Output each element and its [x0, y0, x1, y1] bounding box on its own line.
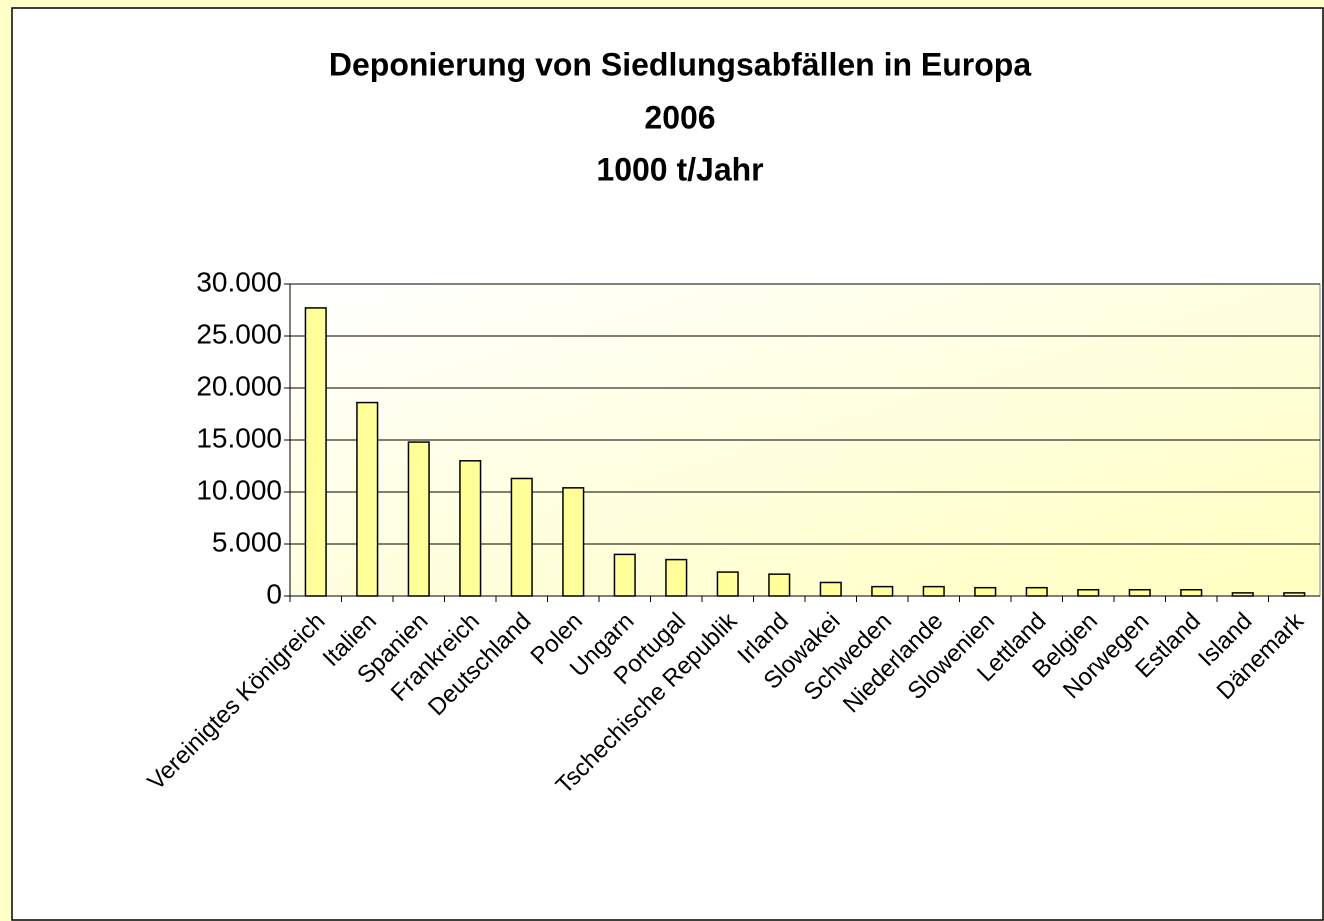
bar: [459, 460, 482, 597]
bar: [665, 558, 688, 597]
bar: [1025, 586, 1048, 597]
bar: [1231, 592, 1254, 597]
bar: [1077, 589, 1100, 597]
bar: [407, 441, 430, 597]
bar: [1283, 592, 1306, 597]
y-tick-label: 30.000: [196, 266, 282, 297]
bar: [562, 487, 585, 597]
bar: [1180, 589, 1203, 597]
bar: [819, 581, 842, 597]
y-tick-label: 15.000: [196, 422, 282, 453]
bar: [768, 573, 791, 597]
y-tick-label: 25.000: [196, 318, 282, 349]
y-tick-label: 5.000: [212, 526, 282, 557]
bar: [974, 586, 997, 597]
bar: [510, 477, 533, 597]
chart-title: 2006: [644, 99, 715, 135]
bar: [922, 585, 945, 597]
bar: [716, 571, 739, 597]
y-tick-label: 0: [266, 578, 282, 609]
chart-title: 1000 t/Jahr: [596, 151, 763, 187]
chart-title: Deponierung von Siedlungsabfällen in Eur…: [329, 46, 1031, 82]
bar: [304, 307, 327, 597]
bar: [356, 401, 379, 597]
bar: [871, 585, 894, 597]
bar: [613, 553, 636, 597]
y-tick-label: 10.000: [196, 474, 282, 505]
y-tick-label: 20.000: [196, 370, 282, 401]
bar: [1128, 589, 1151, 597]
